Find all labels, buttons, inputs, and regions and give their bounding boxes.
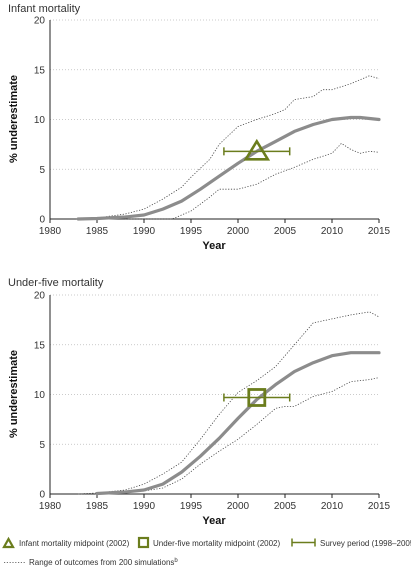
median-line bbox=[76, 115, 381, 221]
legend-range-label: Range of outcomes from 200 simulations bbox=[29, 558, 174, 567]
x-tick-label: 1980 bbox=[39, 501, 62, 512]
x-tick-label: 1990 bbox=[133, 501, 156, 512]
legend-square-label: Under-five mortality midpoint (2002) bbox=[153, 539, 280, 548]
x-tick-label: 1985 bbox=[86, 501, 109, 512]
range-upper-line bbox=[78, 75, 380, 220]
y-tick-label: 15 bbox=[34, 340, 46, 351]
x-tick-label: 2005 bbox=[274, 501, 297, 512]
legend-survey-label: Survey period (1998–2005) bbox=[320, 539, 411, 548]
range-upper-line bbox=[78, 311, 380, 495]
under-five-midpoint-square-marker bbox=[247, 388, 267, 407]
x-axis-title-infant: Year bbox=[202, 240, 226, 252]
infant-midpoint-triangle-marker bbox=[243, 138, 271, 161]
legend-triangle-label: Infant mortality midpoint (2002) bbox=[19, 539, 130, 548]
y-tick-label: 15 bbox=[34, 65, 46, 76]
x-tick-label: 2015 bbox=[368, 501, 391, 512]
under-five-mortality-panel: Under-five mortality % underestimate Yea… bbox=[8, 277, 391, 527]
panel-title-infant: Infant mortality bbox=[8, 3, 81, 15]
x-tick-label: 2015 bbox=[368, 226, 391, 237]
y-tick-label: 0 bbox=[39, 215, 45, 226]
range-lower-line bbox=[78, 377, 380, 495]
y-tick-label: 20 bbox=[34, 291, 46, 302]
legend: Infant mortality midpoint (2002) Under-f… bbox=[2, 536, 411, 567]
y-tick-label: 20 bbox=[34, 16, 46, 27]
infant-mortality-panel: Infant mortality % underestimate Year 0 5… bbox=[8, 3, 391, 252]
y-tick-label: 5 bbox=[39, 165, 45, 176]
y-tick-label: 10 bbox=[34, 390, 46, 401]
legend-range-text: Range of outcomes from 200 simulationsb bbox=[29, 558, 178, 567]
x-tick-label: 2010 bbox=[321, 501, 344, 512]
y-axis-title-infant: % underestimate bbox=[8, 75, 20, 163]
legend-range-superscript: b bbox=[174, 558, 178, 564]
x-tick-label: 2000 bbox=[227, 226, 250, 237]
panel-title-under-five: Under-five mortality bbox=[8, 277, 104, 289]
median-line bbox=[95, 351, 381, 496]
legend-triangle-icon bbox=[2, 536, 15, 549]
x-tick-label: 2005 bbox=[274, 226, 297, 237]
x-tick-label: 1980 bbox=[39, 226, 62, 237]
y-tick-label: 10 bbox=[34, 115, 46, 126]
x-tick-label: 1990 bbox=[133, 226, 156, 237]
x-tick-label: 2000 bbox=[227, 501, 250, 512]
y-axis-title-under-five: % underestimate bbox=[8, 350, 20, 438]
x-tick-label: 1985 bbox=[86, 226, 109, 237]
x-tick-label: 1995 bbox=[180, 226, 203, 237]
y-tick-label: 0 bbox=[39, 490, 45, 501]
y-tick-label: 5 bbox=[39, 440, 45, 451]
x-tick-label: 1995 bbox=[180, 501, 203, 512]
x-tick-label: 2010 bbox=[321, 226, 344, 237]
legend-square-icon bbox=[137, 536, 150, 549]
x-axis-title-under-five: Year bbox=[202, 515, 226, 527]
